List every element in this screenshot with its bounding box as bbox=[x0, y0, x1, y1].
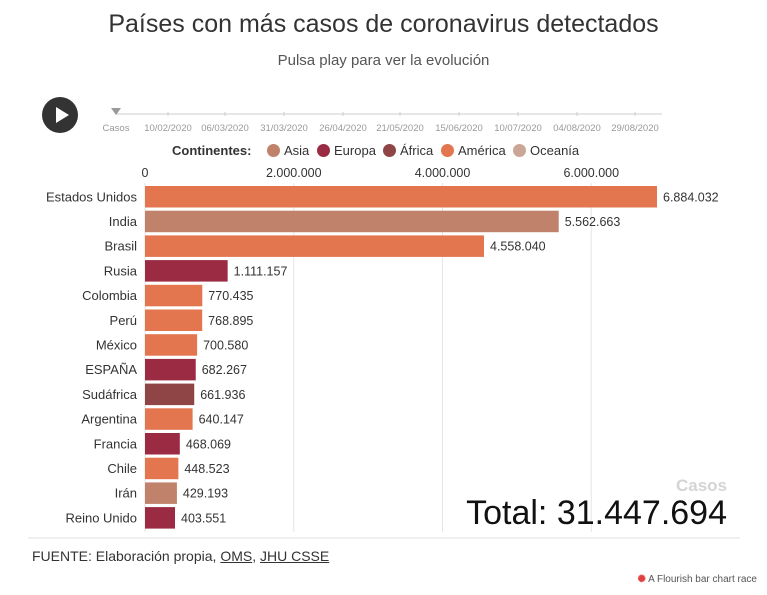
bar-label-5: Perú bbox=[110, 313, 137, 328]
bar-label-8: Sudáfrica bbox=[82, 387, 138, 402]
bar-label-11: Chile bbox=[107, 461, 137, 476]
flourish-logo-icon: ✺ bbox=[637, 574, 646, 585]
timeline-label-5: 21/05/2020 bbox=[376, 123, 424, 134]
source-prefix: FUENTE: Elaboración propia, bbox=[32, 548, 221, 564]
timeline-label-6: 15/06/2020 bbox=[435, 123, 483, 134]
bar-10 bbox=[145, 433, 180, 455]
x-tick-label-0: 0 bbox=[142, 166, 149, 180]
bar-label-9: Argentina bbox=[81, 412, 137, 427]
bar-value-1: 5.562.663 bbox=[565, 215, 621, 229]
legend-label-america: América bbox=[458, 143, 506, 158]
play-button[interactable] bbox=[42, 97, 78, 133]
bar-label-0: Estados Unidos bbox=[46, 189, 138, 204]
legend-swatch-africa bbox=[383, 144, 396, 157]
legend-swatch-europa bbox=[317, 144, 330, 157]
bar-value-4: 770.435 bbox=[208, 289, 253, 303]
bar-label-12: Irán bbox=[115, 486, 137, 501]
timeline-label-7: 10/07/2020 bbox=[494, 123, 542, 134]
timeline-slider[interactable]: Casos 10/02/2020 06/03/2020 31/03/2020 26/04… bbox=[0, 0, 767, 140]
bar-label-7: ESPAÑA bbox=[85, 362, 137, 377]
legend-label-asia: Asia bbox=[284, 143, 310, 158]
timeline-label-0: Casos bbox=[103, 123, 130, 134]
timeline-label-3: 31/03/2020 bbox=[260, 123, 308, 134]
bar-5 bbox=[145, 309, 203, 331]
timeline-label-8: 04/08/2020 bbox=[553, 123, 601, 134]
x-tick-label-3: 6.000.000 bbox=[563, 166, 619, 180]
legend-label-europa: Europa bbox=[334, 143, 376, 158]
bar-4 bbox=[145, 284, 203, 307]
bar-value-10: 468.069 bbox=[186, 437, 231, 451]
bar-value-5: 768.895 bbox=[208, 314, 253, 328]
bar-value-7: 682.267 bbox=[202, 363, 247, 377]
bar-0 bbox=[145, 186, 657, 208]
timeline-label-4: 26/04/2020 bbox=[319, 123, 367, 134]
bar-value-0: 6.884.032 bbox=[663, 190, 719, 204]
play-icon bbox=[56, 107, 69, 123]
legend-label-oceania: Oceanía bbox=[530, 143, 580, 158]
legend-label-africa: África bbox=[400, 143, 434, 158]
timeline-label-2: 06/03/2020 bbox=[201, 123, 249, 134]
legend-title: Continentes: bbox=[172, 143, 252, 158]
chart-title: Países con más casos de coronavirus dete… bbox=[108, 10, 659, 38]
bar-value-3: 1.111.157 bbox=[234, 264, 288, 278]
flourish-credit[interactable]: ✺ A Flourish bar chart race bbox=[637, 574, 757, 585]
bar-value-2: 4.558.040 bbox=[490, 240, 546, 254]
bar-7 bbox=[145, 358, 196, 381]
source-link-oms[interactable]: OMS bbox=[220, 548, 253, 564]
bar-label-2: Brasil bbox=[104, 239, 137, 254]
bar-13 bbox=[145, 507, 176, 529]
bar-label-3: Rusia bbox=[104, 263, 138, 278]
source-link-jhu[interactable]: JHU CSSE bbox=[259, 548, 330, 564]
timeline-label-9: 29/08/2020 bbox=[611, 123, 659, 134]
bar-label-1: India bbox=[109, 214, 138, 229]
bar-chart: 0 2.000.000 4.000.000 6.000.000 Estados Uni… bbox=[28, 166, 740, 539]
bar-8 bbox=[145, 383, 195, 406]
bar-2 bbox=[145, 235, 485, 257]
counter-label: Casos bbox=[675, 476, 727, 495]
bar-label-10: Francia bbox=[94, 436, 138, 451]
bar-label-13: Reino Unido bbox=[65, 510, 137, 525]
bar-label-4: Colombia bbox=[82, 288, 138, 303]
source-note: FUENTE: Elaboración propia, OMS, JHU CSS… bbox=[32, 548, 329, 564]
source-separator: , bbox=[252, 548, 260, 564]
x-tick-label-1: 2.000.000 bbox=[266, 166, 322, 180]
timeline-label-1: 10/02/2020 bbox=[144, 123, 192, 134]
bar-value-6: 700.580 bbox=[203, 338, 248, 352]
bar-value-12: 429.193 bbox=[183, 487, 228, 501]
bar-1 bbox=[145, 210, 559, 233]
bar-3 bbox=[145, 260, 228, 282]
bar-label-6: México bbox=[96, 337, 137, 352]
x-tick-label-2: 4.000.000 bbox=[415, 166, 471, 180]
total-counter: Total: 31.447.694 bbox=[466, 494, 727, 532]
legend: Continentes: Asia Europa África América … bbox=[0, 142, 767, 162]
chart-subtitle: Pulsa play para ver la evolución bbox=[277, 52, 490, 69]
bar-6 bbox=[145, 334, 198, 356]
bar-value-11: 448.523 bbox=[184, 462, 229, 476]
legend-swatch-america bbox=[441, 144, 454, 157]
legend-swatch-asia bbox=[267, 144, 280, 157]
timeline-handle[interactable] bbox=[111, 108, 121, 115]
bar-value-8: 661.936 bbox=[200, 388, 245, 402]
bar-11 bbox=[145, 457, 179, 480]
legend-swatch-oceania bbox=[513, 144, 526, 157]
bar-12 bbox=[145, 482, 177, 504]
bar-value-13: 403.551 bbox=[181, 511, 226, 525]
credit-text: A Flourish bar chart race bbox=[648, 574, 757, 585]
bar-value-9: 640.147 bbox=[199, 413, 244, 427]
bar-9 bbox=[145, 408, 193, 430]
